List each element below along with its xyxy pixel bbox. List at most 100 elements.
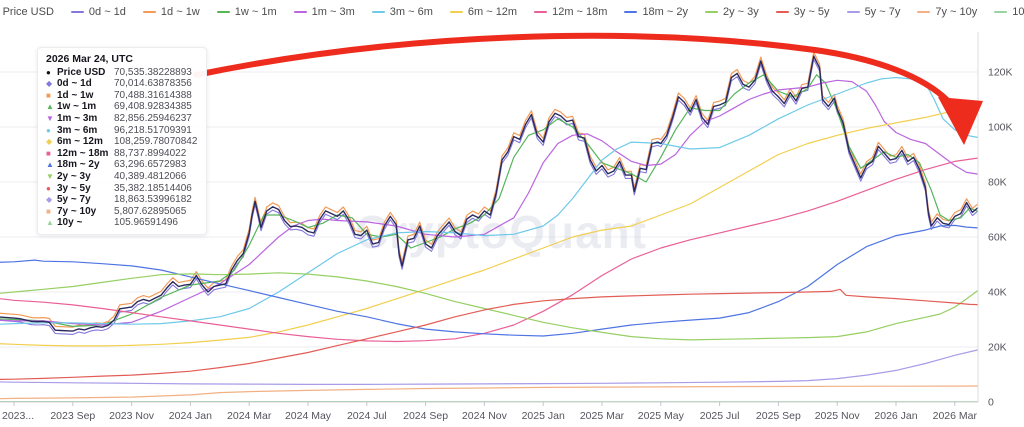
series-name: 6m ~ 12m [57, 136, 103, 148]
chart-legend: Price USD 0d ~ 1d 1d ~ 1w 1w ~ 1m 1m ~ 3m 3m … [0, 6, 1024, 18]
legend-swatch-icon [449, 11, 463, 13]
series-marker-icon: ■ [46, 90, 51, 100]
x-axis-label: 2025 Mar [580, 410, 625, 422]
series-name: Price USD [57, 66, 106, 78]
legend-item-1m-3m[interactable]: 1m ~ 3m [293, 6, 355, 18]
series-line-6m-12m[interactable] [0, 103, 979, 347]
y-axis-label: 80K [988, 177, 1007, 189]
legend-swatch-icon [534, 11, 548, 13]
series-marker-icon: ■ [46, 206, 51, 216]
legend-swatch-icon [216, 11, 230, 13]
legend-item-1d-1w[interactable]: 1d ~ 1w [142, 6, 200, 18]
y-axis-label: 40K [988, 287, 1007, 299]
x-axis-label: 2025 Sep [756, 410, 801, 422]
series-line-3y-5y[interactable] [0, 288, 979, 380]
legend-swatch-icon [371, 11, 385, 13]
x-axis-label: 2026 Jan [874, 410, 917, 422]
legend-swatch-icon [705, 11, 718, 13]
x-axis-label: 2024 Jul [347, 410, 387, 422]
legend-item-5y-7y[interactable]: 5y ~ 7y [846, 6, 901, 18]
legend-item-label: Price USD [2, 6, 54, 18]
legend-item-label: 18m ~ 2y [642, 6, 688, 18]
legend-item-3y-5y[interactable]: 3y ~ 5y [775, 6, 830, 18]
x-axis-label: 2024 Jan [169, 410, 212, 422]
series-line-price-usd[interactable] [0, 55, 979, 332]
series-name: 1m ~ 3m [57, 112, 98, 124]
series-marker-icon: ◆ [46, 79, 53, 89]
x-axis-label: 2025 Jul [700, 410, 740, 422]
series-marker-icon: ▲ [46, 102, 54, 112]
series-value: 105.96591496 [114, 217, 178, 229]
series-name: 5y ~ 7y [57, 194, 91, 206]
legend-swatch-icon [994, 11, 1008, 13]
y-axis-label: 120K [988, 67, 1013, 79]
tooltip-row-1m-3m: ▼ 1m ~ 3m 82,856.25946237 [46, 113, 198, 125]
tooltip-row-7y-10y: ■ 7y ~ 10y 5,807.62895065 [46, 206, 198, 218]
legend-swatch-icon [846, 11, 860, 13]
y-axis-label: 20K [988, 342, 1007, 354]
series-line-1w-1m[interactable] [0, 74, 979, 327]
series-name: 7y ~ 10y [57, 205, 97, 217]
series-value: 82,856.25946237 [114, 112, 192, 124]
series-line-5y-7y[interactable] [0, 349, 979, 385]
series-name: 1d ~ 1w [57, 89, 94, 101]
series-value: 70,488.31614388 [114, 89, 192, 101]
legend-item-1w-1m[interactable]: 1w ~ 1m [216, 6, 277, 18]
legend-item-2y-3y[interactable]: 2y ~ 3y [705, 6, 759, 18]
tooltip-row-18m-2y: ▲ 18m ~ 2y 63,296.6572983 [46, 159, 198, 171]
legend-swatch-icon [917, 11, 931, 13]
legend-item-12m-18m[interactable]: 12m ~ 18m [534, 6, 607, 18]
legend-item-3m-6m[interactable]: 3m ~ 6m [371, 6, 433, 18]
series-marker-icon: ◆ [46, 195, 53, 205]
series-value: 18,863.53996182 [114, 194, 192, 206]
legend-item-label: 1d ~ 1w [160, 6, 200, 18]
trend-arrow-annotation [193, 32, 983, 145]
legend-item-6m-12m[interactable]: 6m ~ 12m [449, 6, 517, 18]
series-line-2y-3y[interactable] [0, 272, 979, 341]
legend-item-label: 7y ~ 10y [935, 6, 978, 18]
x-axis-label: 2025 May [638, 410, 685, 422]
series-line-1m-3m[interactable] [0, 79, 979, 326]
legend-swatch-icon [70, 11, 84, 13]
series-marker-icon: ■ [46, 148, 51, 158]
tooltip-row-10y: ▲ 10y ~ 105.96591496 [46, 217, 198, 229]
legend-item-label: 3m ~ 6m [389, 6, 433, 18]
legend-item-label: 12m ~ 18m [552, 6, 608, 18]
legend-item-label: 0d ~ 1d [88, 6, 126, 18]
tooltip-row-1w-1m: ▲ 1w ~ 1m 69,408.92834385 [46, 101, 198, 113]
series-value: 88,737.8994022 [114, 147, 187, 159]
series-marker-icon: ● [46, 183, 51, 193]
series-value: 35,382.18514406 [114, 182, 192, 194]
legend-swatch-icon [775, 11, 789, 13]
legend-swatch-icon [624, 11, 638, 13]
legend-item-price-usd[interactable]: Price USD [0, 6, 54, 18]
y-axis-label: 60K [988, 232, 1007, 244]
series-name: 3m ~ 6m [57, 124, 98, 136]
series-value: 70,535.38228893 [114, 66, 192, 78]
x-axis-label: 2023... [2, 410, 34, 422]
series-line-7y-10y[interactable] [0, 385, 979, 400]
series-name: 18m ~ 2y [57, 159, 100, 171]
legend-item-18m-2y[interactable]: 18m ~ 2y [624, 6, 688, 18]
series-name: 3y ~ 5y [57, 182, 91, 194]
legend-item-label: 3y ~ 5y [793, 6, 830, 18]
series-value: 69,408.92834385 [114, 101, 192, 113]
x-axis-label: 2024 May [285, 410, 332, 422]
x-axis-label: 2023 Nov [109, 410, 155, 422]
legend-item-0d-1d[interactable]: 0d ~ 1d [70, 6, 126, 18]
series-name: 10y ~ [57, 217, 83, 229]
tooltip-row-1d-1w: ■ 1d ~ 1w 70,488.31614388 [46, 90, 198, 102]
legend-item-label: 5y ~ 7y [864, 6, 901, 18]
series-marker-icon: ▲ [46, 160, 54, 170]
legend-item-10y[interactable]: 10y ~ [994, 6, 1024, 18]
series-name: 1w ~ 1m [57, 101, 97, 113]
series-value: 108,259.78070842 [114, 136, 198, 148]
series-line-18m-2y[interactable] [0, 224, 979, 337]
legend-item-label: 1w ~ 1m [234, 6, 277, 18]
legend-item-7y-10y[interactable]: 7y ~ 10y [917, 6, 977, 18]
legend-item-label: 2y ~ 3y [723, 6, 759, 18]
tooltip-row-2y-3y: ▼ 2y ~ 3y 40,389.4812066 [46, 171, 198, 183]
legend-swatch-icon [293, 11, 307, 13]
series-name: 0d ~ 1d [57, 78, 92, 90]
series-line-3m-6m[interactable] [0, 76, 979, 325]
